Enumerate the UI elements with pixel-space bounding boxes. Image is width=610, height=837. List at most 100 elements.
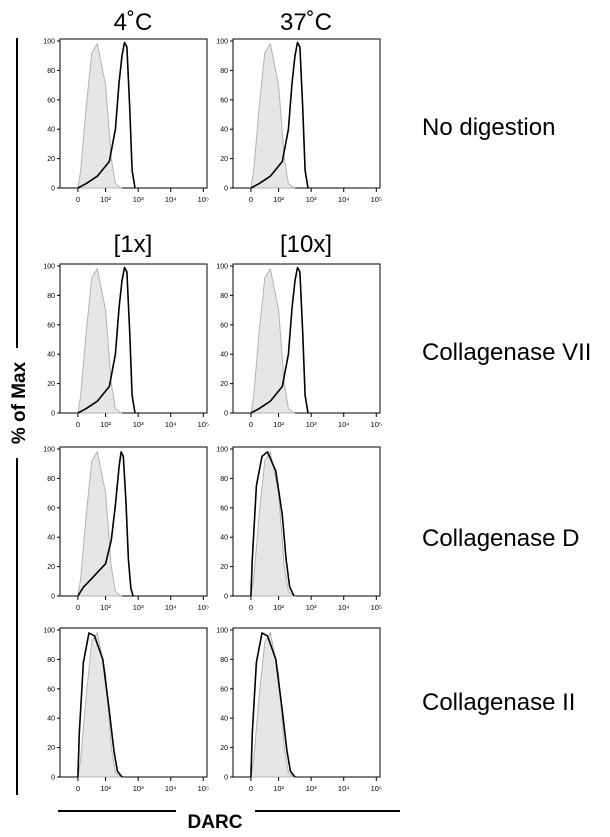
x-tick-label: 10² [273,784,284,793]
stain-histogram [77,632,123,778]
y-tick-label: 20 [47,156,55,163]
x-tick-label: 10⁵ [198,420,209,429]
y-tick-label: 20 [47,745,55,752]
y-tick-label: 60 [47,97,55,104]
subheader-10x: [10x] [280,231,332,258]
y-tick-label: 60 [47,322,55,329]
x-tick-label: 10⁵ [198,603,209,612]
x-tick-label: 10³ [133,784,144,793]
x-tick-label: 0 [76,195,80,204]
x-tick-label: 0 [249,603,253,612]
x-tick-label: 10⁴ [165,420,177,429]
y-tick-label: 0 [224,411,228,418]
histogram-panels: 0 20 40 60 80 100 0 10² 10³ 10⁴ 10⁵ 0 20 40 60 80 100 0 10… [43,38,382,793]
x-tick-label: 10² [100,603,111,612]
x-tick-label: 10⁴ [338,603,350,612]
x-tick-label: 0 [76,420,80,429]
y-tick-label: 80 [220,476,228,483]
x-tick-label: 10⁵ [198,195,209,204]
row-label-collagenase-ii: Collagenase II [422,689,575,716]
stain-histogram [250,41,309,189]
histogram-panel: 0 20 40 60 80 100 0 10² 10³ 10⁴ 10⁵ [43,38,209,204]
y-tick-label: 40 [220,127,228,134]
y-tick-label: 80 [47,657,55,664]
y-tick-label: 100 [216,628,228,635]
y-tick-label: 80 [47,476,55,483]
y-tick-label: 80 [220,68,228,75]
y-tick-label: 20 [47,381,55,388]
plot-frame [59,446,208,597]
row-label-collagenase-vii: Collagenase VII [422,339,591,366]
x-tick-label: 10⁴ [338,195,350,204]
y-tick-label: 60 [220,505,228,512]
y-tick-label: 20 [220,156,228,163]
subheader-1x: [1x] [114,231,153,258]
x-tick-label: 10³ [306,420,317,429]
stain-histogram [77,266,136,414]
y-tick-label: 20 [220,745,228,752]
column-header-37c: 37˚C [280,9,332,36]
x-tick-label: 10² [273,603,284,612]
x-tick-label: 10⁵ [371,784,382,793]
histogram-panel: 0 20 40 60 80 100 0 10² 10³ 10⁴ 10⁵ [43,263,209,429]
row-label-collagenase-d: Collagenase D [422,525,579,552]
histogram-panel: 0 20 40 60 80 100 0 10² 10³ 10⁴ 10⁵ [216,446,382,612]
x-tick-label: 10⁴ [338,784,350,793]
y-tick-label: 60 [47,505,55,512]
x-tick-label: 0 [76,603,80,612]
y-tick-label: 40 [47,716,55,723]
x-tick-label: 10³ [306,784,317,793]
y-tick-label: 0 [51,186,55,193]
y-tick-label: 0 [224,775,228,782]
x-tick-label: 10⁴ [165,603,177,612]
stain-histogram [250,451,295,597]
x-tick-label: 10³ [306,603,317,612]
y-tick-label: 100 [216,447,228,454]
y-tick-label: 100 [216,264,228,271]
y-tick-label: 0 [224,594,228,601]
y-tick-label: 60 [220,97,228,104]
x-tick-label: 10² [273,420,284,429]
x-tick-label: 10³ [306,195,317,204]
x-tick-label: 0 [249,784,253,793]
y-tick-label: 40 [220,352,228,359]
x-tick-label: 10⁵ [371,420,382,429]
y-tick-label: 100 [43,264,55,271]
x-tick-label: 0 [249,195,253,204]
y-axis-label: % of Max [9,361,30,444]
x-tick-label: 10³ [133,603,144,612]
histogram-panel: 0 20 40 60 80 100 0 10² 10³ 10⁴ 10⁵ [216,627,382,793]
y-tick-label: 80 [220,657,228,664]
stain-histogram [77,451,134,597]
row-label-no-digestion: No digestion [422,114,555,141]
y-tick-label: 20 [220,564,228,571]
x-tick-label: 10³ [133,420,144,429]
y-tick-label: 80 [47,68,55,75]
histogram-panel: 0 20 40 60 80 100 0 10² 10³ 10⁴ 10⁵ [216,38,382,204]
x-tick-label: 10³ [133,195,144,204]
y-tick-label: 40 [47,535,55,542]
x-tick-label: 10⁵ [371,603,382,612]
y-tick-label: 0 [224,186,228,193]
x-axis-label: DARC [188,812,243,833]
x-tick-label: 10² [100,420,111,429]
y-tick-label: 100 [43,447,55,454]
y-tick-label: 60 [220,322,228,329]
y-tick-label: 40 [220,535,228,542]
stain-histogram [250,266,309,414]
histogram-panel: 0 20 40 60 80 100 0 10² 10³ 10⁴ 10⁵ [43,446,209,612]
y-label-backdrop [2,348,32,458]
control-histogram [77,450,123,597]
y-tick-label: 40 [47,352,55,359]
y-tick-label: 100 [43,39,55,46]
x-tick-label: 10² [273,195,284,204]
x-tick-label: 10⁴ [165,195,177,204]
y-tick-label: 20 [47,564,55,571]
y-tick-label: 80 [220,293,228,300]
x-tick-label: 10⁵ [198,784,209,793]
stain-histogram [77,41,136,189]
y-tick-label: 60 [220,686,228,693]
control-histogram [250,450,296,597]
y-tick-label: 20 [220,381,228,388]
